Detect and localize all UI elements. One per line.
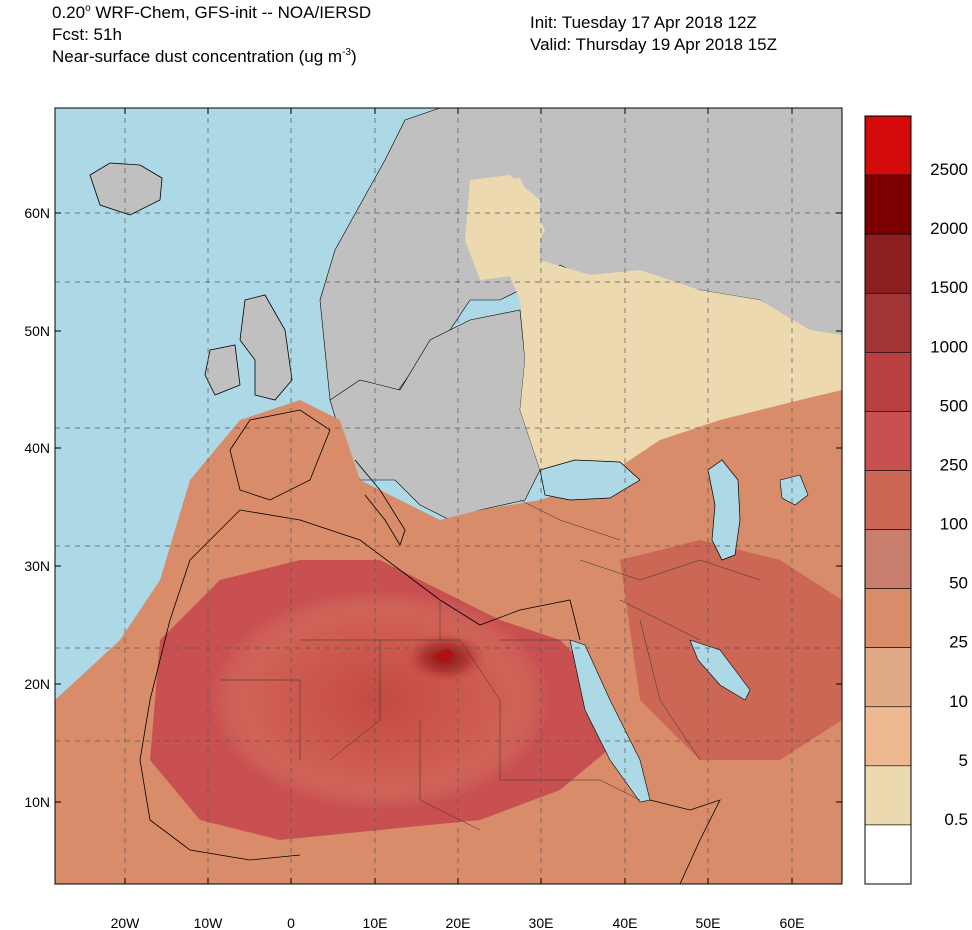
latitude-labels: 60N 50N 40N 30N 20N 10N [24,205,50,810]
colorbar-labels: 2500 2000 1500 1000 500 250 100 50 25 10 5 0.5 [930,160,968,829]
lat-label: 50N [24,323,50,339]
lat-label: 30N [24,558,50,574]
colorbar-label: 500 [940,396,968,415]
lon-label: 40E [613,915,638,930]
lat-label: 10N [24,794,50,810]
colorbar-swatch [864,706,912,767]
colorbar-label: 1500 [930,278,968,297]
coastline-horn [649,799,721,884]
graticule [55,108,842,884]
variable-title: Near-surface dust concentration (ug m-3) [52,47,357,66]
model-title: 0.20o WRF-Chem, GFS-init -- NOA/IERSD [52,3,372,22]
colorbar-swatch [864,647,912,708]
colorbar-swatch [864,470,912,530]
map-area [55,108,842,884]
caspian-sea [707,459,741,561]
lon-label: 10E [363,915,388,930]
coastline-iberia [229,409,331,501]
coastline-west-africa [139,559,301,861]
colorbar-label: 0.5 [944,810,968,829]
init-time: Init: Tuesday 17 Apr 2018 12Z [530,13,757,32]
lon-label: 10W [194,915,224,930]
land-britain [239,294,293,401]
lon-label: 50E [696,915,721,930]
colorbar-label: 250 [940,455,968,474]
lon-label: 0 [287,915,295,930]
time-block: Init: Tuesday 17 Apr 2018 12Z Valid: Thu… [530,12,777,56]
colorbar-label: 100 [940,515,968,534]
colorbar-swatch [864,824,912,885]
colorbar-swatch [864,174,912,235]
colorbar-label: 2500 [930,160,968,179]
axis-ticks [55,108,842,884]
coastline-north-africa [189,509,581,641]
valid-time: Valid: Thursday 19 Apr 2018 15Z [530,35,777,54]
lon-label: 30E [529,915,554,930]
colorbar-label: 5 [959,751,968,770]
lon-label: 60E [780,915,805,930]
lake-aral [779,474,809,506]
dust-arabia-east [620,540,842,760]
map-frame [54,107,843,885]
lon-label: 20E [446,915,471,930]
coastline-italy [354,459,406,546]
colorbar-label: 2000 [930,219,968,238]
dust-peak [433,648,455,663]
colorbar-label: 50 [949,574,968,593]
dust-finland [465,178,545,280]
lon-label: 20W [111,915,141,930]
lat-label: 40N [24,440,50,456]
colorbar-swatch [864,233,912,294]
land-iceland [89,162,163,216]
title-block: 0.20o WRF-Chem, GFS-init -- NOA/IERSD Fc… [52,2,371,68]
lat-label: 60N [24,205,50,221]
colorbar-swatch [864,529,912,589]
persian-gulf [689,639,751,701]
longitude-labels: 20W 10W 0 10E 20E 30E 40E 50E 60E [111,915,805,930]
forecast-hour: Fcst: 51h [52,25,122,44]
colorbar-swatch [864,765,912,826]
country-borders [220,499,761,831]
colorbar-frame [864,115,912,885]
colorbar-swatch [864,411,912,471]
colorbar-label: 1000 [930,337,968,356]
lat-label: 20N [24,676,50,692]
colorbar-swatch [864,588,912,648]
colorbar [864,115,912,885]
colorbar-label: 25 [949,633,968,652]
colorbar-swatch [864,115,912,176]
colorbar-swatch [864,292,912,353]
land-ireland [204,344,241,396]
colorbar-label: 10 [949,692,968,711]
colorbar-swatch [864,352,912,412]
